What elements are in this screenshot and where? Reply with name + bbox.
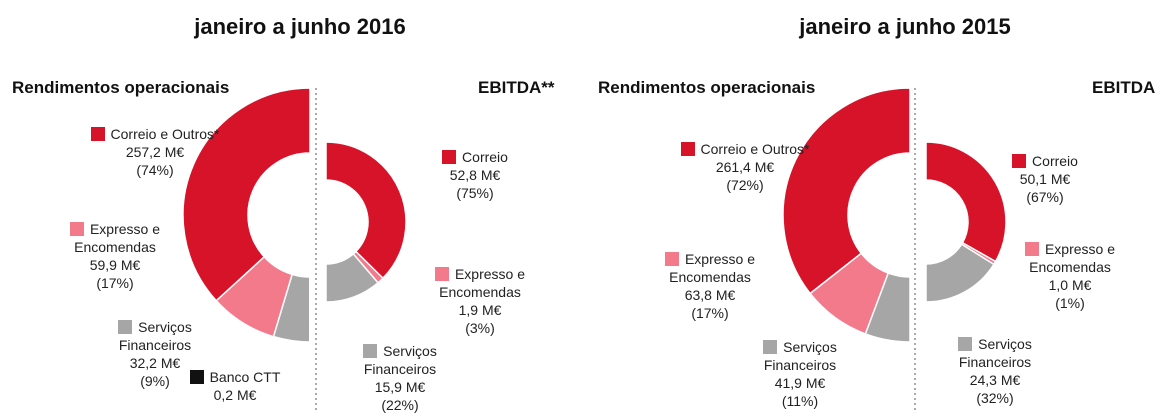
- chart-title: Rendimentos operacionais: [598, 78, 816, 97]
- segment-label: Expresso e Encomendas 1,9 M€ (3%): [410, 265, 550, 337]
- legend-swatch: [442, 150, 457, 164]
- label-name: Expresso e Encomendas: [45, 220, 185, 256]
- value-label: 50,1 M€: [1019, 171, 1071, 187]
- segment-label: Serviços Financeiros 32,2 M€ (9%): [85, 318, 225, 390]
- segment-label: Banco CTT 0,2 M€: [165, 368, 305, 404]
- segment-label: Serviços Financeiros 24,3 M€ (32%): [925, 335, 1065, 407]
- period-title: janeiro a junho 2016: [194, 14, 406, 39]
- legend-swatch: [958, 337, 973, 351]
- donut-segment: [925, 141, 1007, 263]
- chart-title: Rendimentos operacionais: [12, 78, 230, 97]
- donut-segment: [925, 243, 995, 303]
- value-label: 63,8 M€: [684, 287, 736, 303]
- label-name: Expresso e Encomendas: [410, 265, 550, 301]
- category-name: Expresso e Encomendas: [439, 266, 526, 300]
- percent-label: (1%): [1055, 295, 1085, 311]
- segment-label: Serviços Financeiros 41,9 M€ (11%): [730, 338, 870, 410]
- legend-swatch: [664, 252, 679, 266]
- label-name: Correio e Outros*: [85, 125, 225, 143]
- legend-swatch: [680, 142, 695, 156]
- donut-segment: [325, 141, 407, 280]
- label-name: Correio e Outros*: [675, 140, 815, 158]
- category-name: Serviços Financeiros: [118, 319, 192, 353]
- percent-label: (9%): [140, 373, 170, 389]
- label-name: Serviços Financeiros: [330, 342, 470, 378]
- label-name: Expresso e Encomendas: [640, 250, 780, 286]
- value-label: 1,9 M€: [458, 302, 502, 318]
- value-label: 59,9 M€: [89, 257, 141, 273]
- category-name: Correio e Outros*: [700, 141, 810, 157]
- chart-title: EBITDA**: [478, 78, 555, 97]
- donut-segment: [182, 87, 311, 302]
- category-name: Serviços Financeiros: [763, 339, 837, 373]
- category-name: Correio e Outros*: [110, 126, 220, 142]
- segment-label: Serviços Financeiros 15,9 M€ (22%): [330, 342, 470, 414]
- value-label: 15,9 M€: [374, 379, 426, 395]
- percent-label: (17%): [96, 275, 134, 291]
- category-name: Expresso e Encomendas: [669, 251, 756, 285]
- category-name: Banco CTT: [209, 369, 281, 385]
- segment-label: Correio 50,1 M€ (67%): [975, 152, 1115, 206]
- legend-swatch: [90, 127, 105, 141]
- segment-label: Correio 52,8 M€ (75%): [405, 148, 545, 202]
- segment-label: Expresso e Encomendas 63,8 M€ (17%): [640, 250, 780, 322]
- category-name: Serviços Financeiros: [958, 336, 1032, 370]
- label-name: Serviços Financeiros: [85, 318, 225, 354]
- category-name: Expresso e Encomendas: [74, 221, 161, 255]
- value-label: 41,9 M€: [774, 375, 826, 391]
- category-name: Serviços Financeiros: [363, 343, 437, 377]
- percent-label: (11%): [781, 393, 819, 409]
- percent-label: (22%): [381, 397, 419, 413]
- percent-label: (72%): [726, 177, 764, 193]
- label-name: Serviços Financeiros: [730, 338, 870, 374]
- label-name: Correio: [405, 148, 545, 166]
- percent-label: (32%): [976, 390, 1014, 406]
- segment-label: Correio e Outros* 257,2 M€ (74%): [85, 125, 225, 179]
- legend-swatch: [189, 370, 204, 384]
- segment-label: Expresso e Encomendas 1,0 M€ (1%): [1000, 240, 1140, 312]
- donut-segment: [325, 252, 380, 303]
- label-name: Banco CTT: [165, 368, 305, 386]
- label-name: Correio: [975, 152, 1115, 170]
- legend-swatch: [763, 340, 778, 354]
- value-label: 52,8 M€: [449, 167, 501, 183]
- category-name: Expresso e Encomendas: [1029, 241, 1116, 275]
- percent-label: (67%): [1026, 189, 1064, 205]
- period-title: janeiro a junho 2015: [799, 14, 1011, 39]
- legend-swatch: [118, 320, 133, 334]
- category-name: Correio: [1032, 153, 1078, 169]
- legend-swatch: [69, 222, 84, 236]
- legend-swatch: [1024, 242, 1039, 256]
- chart-title: EBITDA: [1092, 78, 1156, 97]
- donut-segment: [864, 272, 911, 343]
- segment-label: Expresso e Encomendas 59,9 M€ (17%): [45, 220, 185, 292]
- percent-label: (17%): [691, 305, 729, 321]
- value-label: 257,2 M€: [125, 144, 185, 160]
- segment-label: Correio e Outros* 261,4 M€ (72%): [675, 140, 815, 194]
- category-name: Correio: [462, 149, 508, 165]
- value-label: 1,0 M€: [1048, 277, 1092, 293]
- value-label: 261,4 M€: [715, 159, 775, 175]
- donut-segment: [782, 87, 911, 295]
- value-label: 0,2 M€: [213, 387, 257, 403]
- value-label: 32,2 M€: [129, 355, 181, 371]
- legend-swatch: [434, 267, 449, 281]
- label-name: Serviços Financeiros: [925, 335, 1065, 371]
- legend-swatch: [1012, 154, 1027, 168]
- legend-swatch: [363, 344, 378, 358]
- percent-label: (74%): [136, 162, 174, 178]
- label-name: Expresso e Encomendas: [1000, 240, 1140, 276]
- percent-label: (3%): [465, 320, 495, 336]
- value-label: 24,3 M€: [969, 372, 1021, 388]
- percent-label: (75%): [456, 185, 494, 201]
